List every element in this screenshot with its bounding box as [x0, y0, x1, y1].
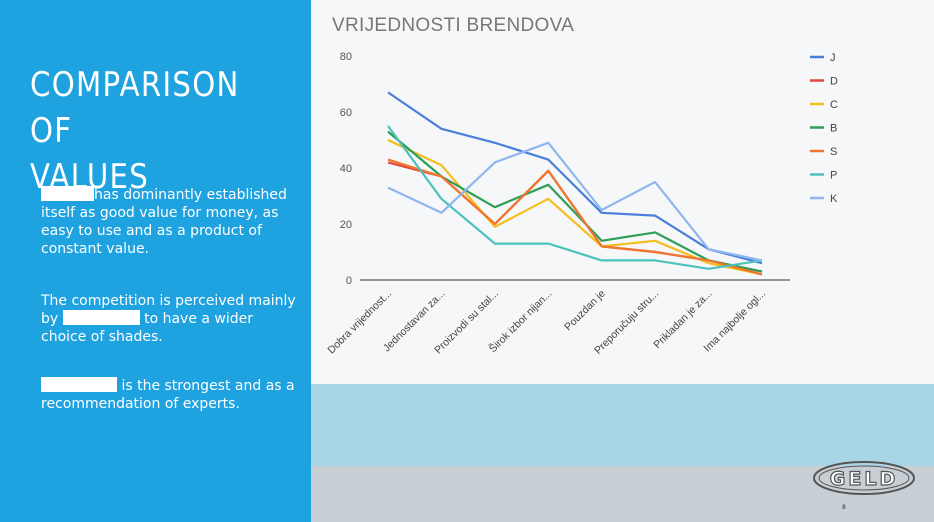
page-number: 8 [842, 504, 846, 511]
decorative-band-light-blue [311, 384, 934, 466]
legend-label-D: D [830, 76, 838, 88]
legend-label-K: K [830, 193, 838, 205]
chart-title: VRIJEDNOSTI BRENDOVA [332, 15, 575, 36]
slide-title-line1: COMPARISON OF [30, 65, 240, 151]
series-line-S [387, 158, 763, 276]
x-tick-label: Pouzdan je [562, 288, 608, 334]
paragraph-2: The competition is perceived mainly by t… [41, 292, 296, 346]
decorative-band-gray [311, 466, 934, 522]
y-tick-label: 40 [340, 163, 352, 175]
legend-label-P: P [830, 170, 837, 182]
redacted-brand [41, 377, 117, 392]
chart-background [311, 0, 934, 384]
left-panel: COMPARISON OF VALUES has dominantly esta… [0, 0, 311, 522]
paragraph-1: has dominantly established itself as goo… [41, 186, 296, 258]
y-tick-label: 80 [340, 51, 352, 63]
redacted-brand [41, 186, 94, 201]
series-line-B [387, 130, 763, 273]
paragraph-2-text-after: to have a wider choice of shades. [41, 311, 254, 345]
paragraph-1-text: has dominantly established itself as goo… [41, 187, 287, 257]
series-line-P [387, 125, 763, 270]
redacted-brand [62, 310, 140, 325]
slide-title: COMPARISON OF VALUES [30, 62, 262, 200]
y-tick-label: 20 [340, 219, 352, 231]
logo-text: GELD [830, 468, 898, 490]
series-line-K [387, 141, 763, 262]
legend-label-J: J [830, 52, 836, 64]
y-tick-label: 60 [340, 107, 352, 119]
paragraph-3-text: is the strongest and as a recommendation… [41, 378, 295, 412]
geld-logo: GELD [813, 461, 915, 495]
legend-label-B: B [830, 123, 837, 135]
series-line-J [387, 91, 763, 265]
legend-label-S: S [830, 146, 837, 158]
paragraph-3: is the strongest and as a recommendation… [41, 377, 296, 413]
paragraph-2-text-before: The competition is perceived mainly by [41, 293, 296, 327]
y-tick-label: 0 [346, 275, 352, 287]
legend-label-C: C [830, 99, 838, 111]
